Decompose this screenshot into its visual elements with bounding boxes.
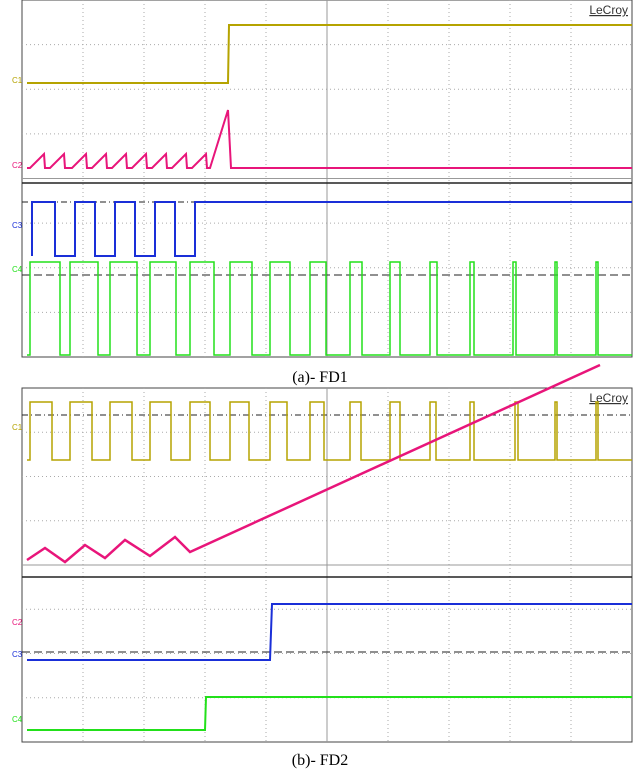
channel-label: C2 xyxy=(12,161,23,170)
trace-c2 xyxy=(26,363,601,564)
channel-label: C3 xyxy=(12,221,23,230)
brand-logo: LeCroy xyxy=(589,3,628,17)
channel-label: C4 xyxy=(12,265,23,274)
brand-logo: LeCroy xyxy=(589,391,628,405)
channel-label: C2 xyxy=(12,618,23,627)
trace-c3 xyxy=(27,603,632,661)
trace-c3 xyxy=(31,201,632,257)
channel-label: C1 xyxy=(12,76,23,85)
trace-c4 xyxy=(27,261,632,356)
trace-c2 xyxy=(27,109,632,169)
channel-label: C4 xyxy=(12,715,23,724)
caption: (b)- FD2 xyxy=(292,752,348,769)
caption: (a)- FD1 xyxy=(292,369,348,386)
trace-c4 xyxy=(27,696,632,731)
trace-c1 xyxy=(27,24,632,84)
channel-label: C3 xyxy=(12,650,23,659)
channel-label: C1 xyxy=(12,423,23,432)
